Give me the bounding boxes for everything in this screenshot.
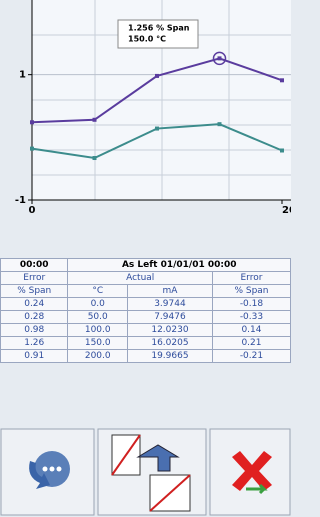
cell: 50.0: [68, 311, 127, 324]
point: [93, 118, 97, 122]
x-tick-label: 200: [282, 205, 291, 216]
point: [218, 56, 222, 60]
cell: 12.0230: [127, 324, 212, 337]
cell: 0.14: [212, 324, 290, 337]
button-bar: [0, 427, 291, 517]
cell: As Left 01/01/01 00:00: [68, 259, 291, 272]
back-button[interactable]: [1, 429, 94, 515]
x-tick-label: 0: [29, 205, 36, 216]
point: [218, 122, 222, 126]
cell: 0.0: [68, 298, 127, 311]
cell: 150.0: [68, 337, 127, 350]
cell: -0.33: [212, 311, 290, 324]
point: [155, 74, 159, 78]
point: [93, 156, 97, 160]
y-tick-label: -1: [15, 195, 26, 206]
column-header: °C: [68, 285, 127, 298]
cell: 100.0: [68, 324, 127, 337]
cell: 0.28: [1, 311, 68, 324]
cell: 200.0: [68, 350, 127, 363]
point: [280, 148, 284, 152]
cell: 3.9744: [127, 298, 212, 311]
cell: -0.21: [212, 350, 290, 363]
point: [30, 120, 34, 124]
swap-button[interactable]: [98, 429, 206, 515]
column-header: % Span: [1, 285, 68, 298]
cell: 00:00: [1, 259, 68, 272]
cell: 0.24: [1, 298, 68, 311]
cell: 1.26: [1, 337, 68, 350]
cell: Actual: [68, 272, 212, 285]
cell: Error: [1, 272, 68, 285]
y-tick-label: 1: [19, 70, 26, 81]
point: [280, 78, 284, 82]
cell: Error: [212, 272, 290, 285]
annotation: 1.256 % Span: [128, 24, 190, 33]
cancel-button[interactable]: [210, 429, 290, 515]
cell: 16.0205: [127, 337, 212, 350]
chart: -1 1 0 200 1.256 % Span 150.0 °C: [0, 0, 291, 230]
cell: 0.21: [212, 337, 290, 350]
annotation: 150.0 °C: [128, 35, 166, 44]
cell: -0.18: [212, 298, 290, 311]
cell: 7.9476: [127, 311, 212, 324]
point: [30, 147, 34, 151]
column-header: mA: [127, 285, 212, 298]
column-header: % Span: [212, 285, 290, 298]
cell: 0.98: [1, 324, 68, 337]
cell: 0.91: [1, 350, 68, 363]
cell: 19.9665: [127, 350, 212, 363]
point: [155, 127, 159, 131]
